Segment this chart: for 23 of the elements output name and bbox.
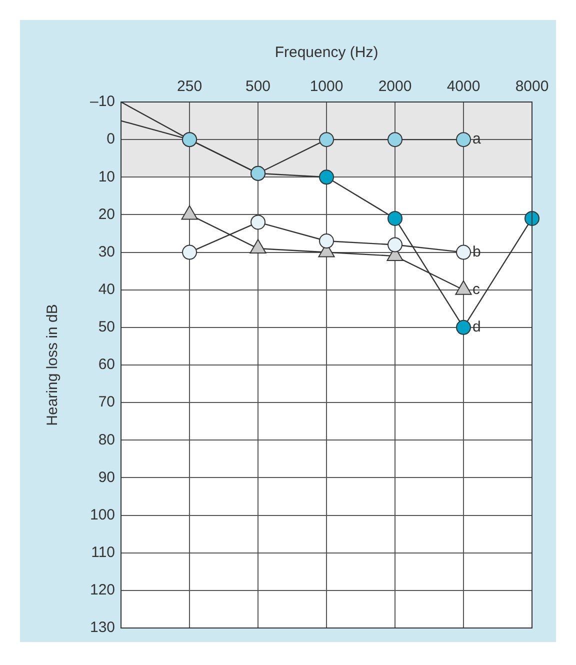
y-tick-label: 120 xyxy=(90,582,116,599)
x-tick-label: 2000 xyxy=(378,78,412,96)
y-tick-label: 10 xyxy=(98,168,116,186)
y-tick-label: 130 xyxy=(90,619,116,636)
y-tick-label: 100 xyxy=(90,506,116,524)
x-axis-title: Frequency (Hz) xyxy=(274,44,378,62)
y-tick-label: 30 xyxy=(98,243,116,260)
x-tick-label: 250 xyxy=(177,78,202,96)
y-axis-title: Hearing loss in dB xyxy=(44,304,62,426)
y-tick-label: –10 xyxy=(90,93,116,110)
y-tick-label: 40 xyxy=(98,281,116,298)
y-tick-label: 60 xyxy=(98,356,116,374)
x-tick-label: 4000 xyxy=(446,78,480,96)
x-tick-label: 1000 xyxy=(310,78,344,96)
y-tick-label: 70 xyxy=(98,394,116,411)
y-tick-label: 110 xyxy=(91,544,116,561)
x-tick-label: 500 xyxy=(246,78,271,96)
y-tick-label: 0 xyxy=(106,130,116,148)
x-tick-label: 8000 xyxy=(515,78,549,96)
y-tick-label: 90 xyxy=(98,468,116,486)
y-tick-label: 20 xyxy=(98,206,116,223)
y-tick-label: 50 xyxy=(98,318,116,336)
y-tick-label: 80 xyxy=(98,431,116,448)
